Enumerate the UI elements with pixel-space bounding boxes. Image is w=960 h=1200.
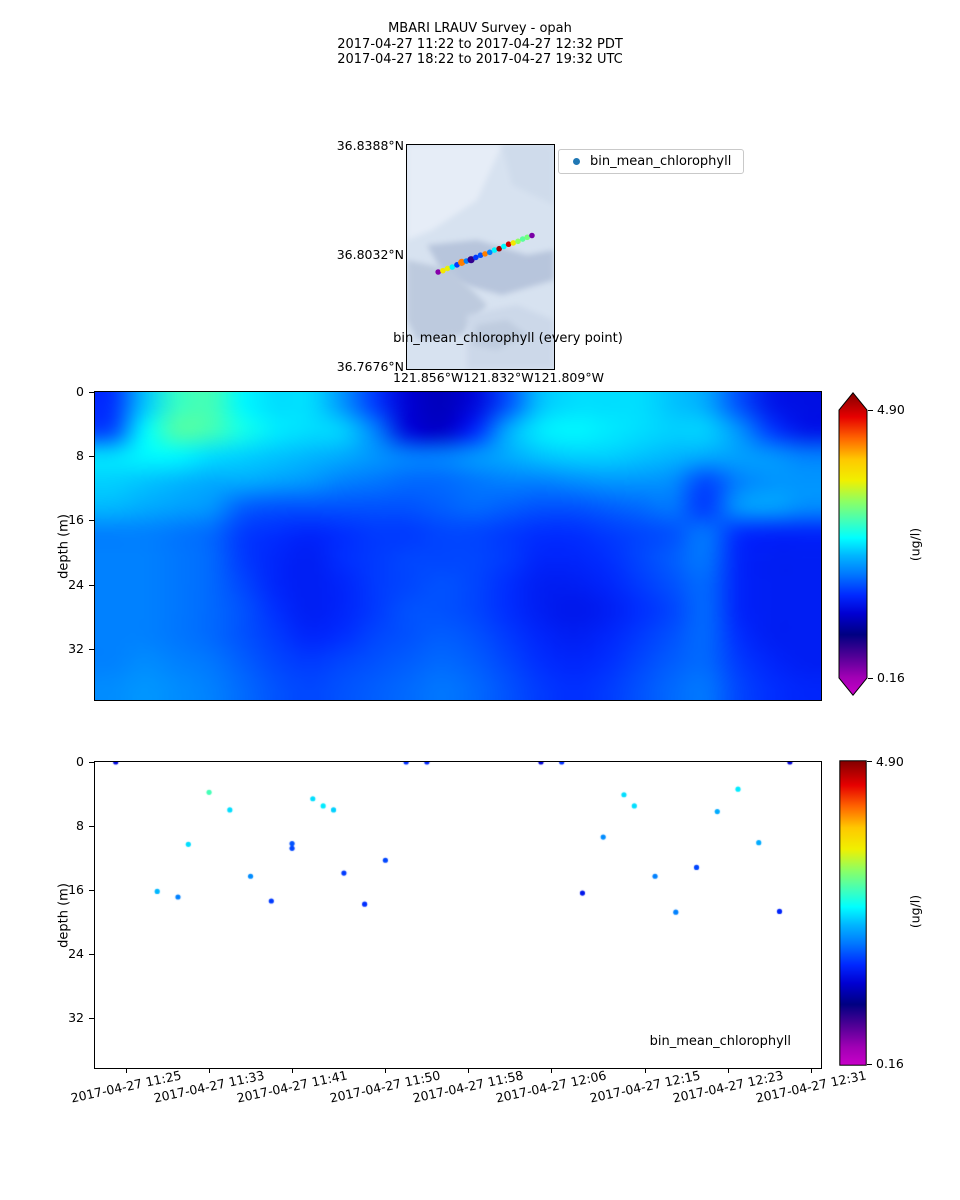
map-terrain — [407, 145, 554, 369]
scatter-colorbar-unit: (ug/l) — [907, 894, 923, 929]
map-legend: bin_mean_chlorophyll — [558, 149, 745, 174]
subtitle-pdt: 2017-04-27 11:22 to 2017-04-27 12:32 PDT — [337, 37, 623, 52]
scatter-xtick-mark — [209, 1068, 211, 1073]
heatmap-ytick-mark — [89, 392, 95, 393]
heatmap-colorbar-max: 4.90 — [877, 402, 905, 417]
colorbar-tick — [867, 761, 872, 762]
track-point — [519, 236, 526, 242]
scatter-colorbar-min: 0.16 — [876, 1056, 904, 1071]
track-point — [482, 251, 488, 257]
scatter-ytick-label: 0 — [76, 754, 84, 769]
track-point — [515, 238, 521, 245]
heatmap-plot — [94, 391, 822, 701]
scatter-ytick-label: 8 — [76, 817, 84, 833]
track-point — [505, 241, 512, 248]
map-lon-tick-2: 121.832°W — [463, 370, 534, 385]
colorbar-tick — [868, 678, 873, 679]
track-point — [440, 267, 446, 274]
map-lon-tick-1: 121.856°W — [393, 370, 464, 385]
scatter-plot: bin_mean_chlorophyll — [94, 761, 822, 1069]
heatmap-image — [95, 392, 821, 700]
map-panel — [406, 144, 555, 370]
scatter-xtick-mark — [468, 1068, 470, 1073]
scatter-colorbar — [839, 760, 867, 1066]
track-point — [529, 232, 535, 239]
track-point — [444, 265, 451, 272]
heatmap-ytick-label: 32 — [68, 640, 84, 656]
map-lat-tick-bottom: 36.7676°N — [336, 359, 404, 374]
legend-marker-icon — [573, 158, 580, 165]
map-lat-tick-top: 36.8388°N — [336, 138, 404, 153]
colorbar-tick — [868, 410, 873, 411]
legend-label: bin_mean_chlorophyll — [590, 154, 732, 169]
heatmap-ytick-mark — [89, 520, 95, 522]
track-point — [477, 252, 484, 259]
track-point — [496, 245, 502, 252]
scatter-xtick-mark — [644, 1068, 646, 1073]
scatter-xtick-mark — [385, 1068, 387, 1073]
scatter-colorbar-max: 4.90 — [876, 754, 904, 769]
heatmap-colorbar — [838, 392, 868, 696]
heatmap-ytick-mark — [89, 456, 95, 458]
map-caption: bin_mean_chlorophyll (every point) — [393, 331, 623, 346]
scatter-ytick-mark — [89, 825, 95, 827]
scatter-xtick-mark — [810, 1068, 812, 1073]
subtitle-utc: 2017-04-27 18:22 to 2017-04-27 19:32 UTC — [337, 52, 623, 67]
track-point — [486, 249, 493, 256]
heatmap-colorbar-unit: (ug/l) — [907, 527, 923, 562]
scatter-ytick-mark — [89, 889, 95, 891]
scatter-xtick-mark — [126, 1068, 128, 1073]
track-point — [491, 247, 498, 253]
scatter-ytick-mark — [89, 1017, 95, 1019]
track-point — [510, 240, 517, 246]
map-lon-tick-3: 121.809°W — [533, 370, 604, 385]
scatter-annotation: bin_mean_chlorophyll — [649, 1034, 791, 1049]
track-point — [467, 256, 475, 264]
page-title: MBARI LRAUV Survey - opah — [388, 21, 572, 36]
heatmap-ytick-label: 0 — [76, 384, 84, 399]
map-lon-ticks: 121.856°W121.832°W121.809°W — [393, 370, 604, 385]
track-point — [458, 258, 466, 266]
map-lat-tick-mid: 36.8032°N — [336, 247, 404, 262]
heatmap-ytick-label: 8 — [76, 448, 84, 464]
colorbar-tick — [867, 1064, 872, 1065]
vehicle-track-points — [435, 232, 535, 275]
track-point — [435, 269, 441, 275]
scatter-xtick-mark — [727, 1068, 729, 1073]
track-point — [524, 234, 531, 241]
scatter-ytick-label: 32 — [68, 1009, 84, 1025]
scatter-ytick-mark — [89, 953, 95, 955]
track-point — [449, 264, 456, 270]
heatmap-ytick-mark — [89, 584, 95, 586]
heatmap-ytick-mark — [89, 648, 95, 650]
track-point — [472, 254, 479, 261]
heatmap-ytick-label: 16 — [68, 512, 84, 528]
scatter-points — [95, 762, 821, 1068]
scatter-xtick-mark — [292, 1068, 294, 1073]
scatter-ytick-label: 16 — [68, 881, 84, 897]
heatmap-colorbar-min: 0.16 — [877, 670, 905, 685]
scatter-ytick-mark — [89, 762, 95, 763]
scatter-xtick-mark — [551, 1068, 553, 1073]
heatmap-ytick-label: 24 — [68, 576, 84, 592]
scatter-ytick-label: 24 — [68, 945, 84, 961]
track-point — [501, 243, 507, 250]
